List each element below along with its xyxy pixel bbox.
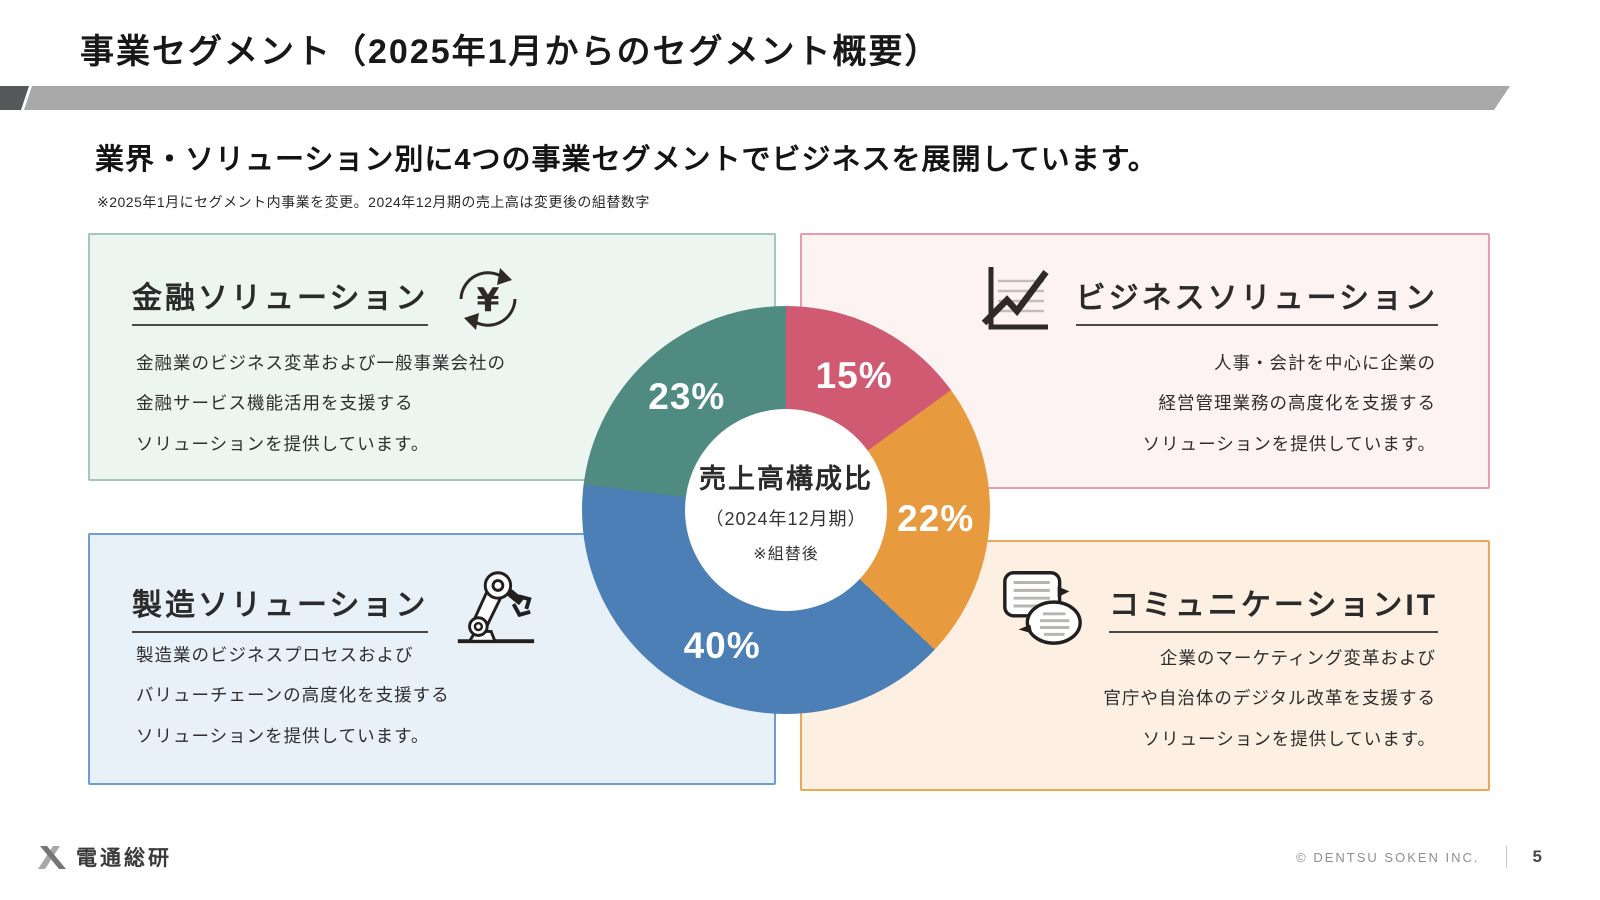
donut-percent-label: 22% [897, 498, 975, 540]
segment-description: 金融業のビジネス変革および一般事業会社の 金融サービス機能活用を支援する ソリュ… [136, 343, 506, 464]
description-line: ソリューションを提供しています。 [136, 725, 430, 746]
page-number: 5 [1532, 847, 1542, 866]
page-title: 事業セグメント（2025年1月からのセグメント概要） [80, 33, 941, 71]
footnote: ※2025年1月にセグメント内事業を変更。2024年12月期の売上高は変更後の組… [97, 194, 650, 210]
copyright-text: © DENTSU SOKEN INC. [1296, 849, 1480, 865]
lead-sentence: 業界・ソリューション別に4つの事業セグメントでビジネスを展開しています。 [95, 144, 1158, 176]
dentsu-soken-logo-mark-icon [38, 845, 66, 869]
yen-cycle-icon: ¥ [459, 268, 517, 330]
donut-center-note: ※組替後 [753, 545, 819, 563]
segment-description: 人事・会計を中心に企業の 経営管理業務の高度化を支援する ソリューションを提供し… [1143, 343, 1436, 464]
footer-divider [1505, 846, 1507, 868]
description-line: バリューチェーンの高度化を支援する [136, 685, 450, 706]
description-line: ソリューションを提供しています。 [1142, 433, 1436, 454]
revenue-donut-chart: 売上高構成比 （2024年12月期） ※組替後 15% 22% 40% 23% [582, 306, 990, 714]
line-chart-icon [981, 267, 1049, 330]
segment-card-header: 金融ソリューション ¥ [132, 261, 526, 337]
segment-title: 金融ソリューション [132, 273, 429, 326]
description-line: 官庁や自治体のデジタル改革を支援する [1103, 688, 1436, 709]
segment-card-header: コミュニケーションIT [997, 566, 1438, 646]
description-line: 企業のマーケティング変革および [1159, 648, 1436, 668]
donut-percent-label: 23% [648, 376, 726, 418]
accent-bar [0, 86, 1510, 110]
donut-percent-label: 15% [815, 355, 893, 397]
robot-arm-icon [458, 571, 535, 644]
segment-card-header: ビジネスソリューション [974, 259, 1438, 339]
description-line: 人事・会計を中心に企業の [1214, 353, 1436, 373]
company-logo-text: 電通総研 [76, 847, 172, 870]
segment-description: 企業のマーケティング変革および 官庁や自治体のデジタル改革を支援する ソリューシ… [1103, 638, 1436, 759]
segment-title: 製造ソリューション [132, 580, 429, 633]
donut-center-period: （2024年12月期） [705, 508, 867, 529]
donut-center-title: 売上高構成比 [699, 463, 873, 494]
company-logo: 電通総研 [36, 842, 172, 872]
segment-card-header: 製造ソリューション [132, 561, 540, 651]
speech-bubbles-icon [1003, 571, 1082, 645]
segment-title: ビジネスソリューション [1075, 273, 1438, 326]
description-line: 金融業のビジネス変革および一般事業会社の [136, 353, 506, 373]
description-line: 経営管理業務の高度化を支援する [1158, 393, 1436, 414]
description-line: 製造業のビジネスプロセスおよび [136, 645, 414, 665]
donut-percent-label: 40% [683, 624, 761, 666]
segment-description: 製造業のビジネスプロセスおよび バリューチェーンの高度化を支援する ソリューショ… [136, 635, 450, 756]
segment-title: コミュニケーションIT [1108, 580, 1438, 633]
donut-center: 売上高構成比 （2024年12月期） ※組替後 [685, 409, 887, 611]
description-line: ソリューションを提供しています。 [1142, 728, 1436, 749]
description-line: ソリューションを提供しています。 [136, 433, 430, 454]
description-line: 金融サービス機能活用を支援する [136, 393, 414, 414]
svg-text:¥: ¥ [477, 280, 500, 319]
footer-right: © DENTSU SOKEN INC. 5 [1296, 846, 1542, 868]
